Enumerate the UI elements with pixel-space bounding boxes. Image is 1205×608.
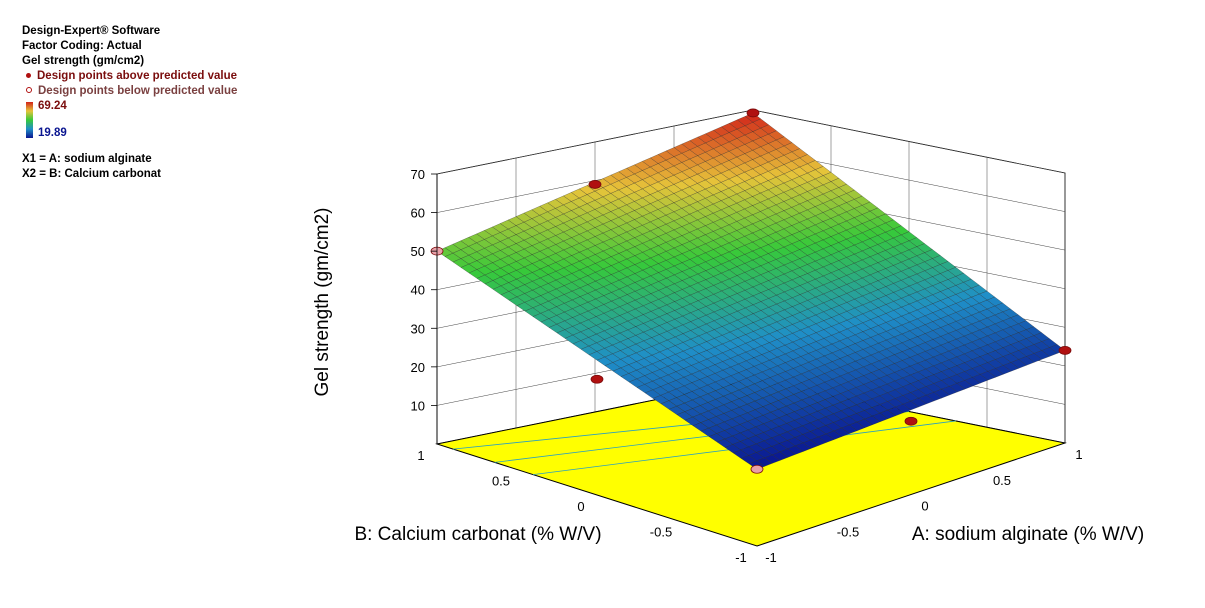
a-tick-label: -1 xyxy=(765,550,777,565)
a-tick-label: 0.5 xyxy=(993,473,1011,488)
chart-legend: Design-Expert® Software Factor Coding: A… xyxy=(22,24,237,182)
factor-x1: X1 = A: sodium alginate xyxy=(22,153,152,165)
color-scale-bar xyxy=(26,102,33,138)
response-name: Gel strength (gm/cm2) xyxy=(22,55,145,67)
below-point-icon xyxy=(26,87,32,94)
color-scale-min: 19.89 xyxy=(38,127,67,139)
design-point-below xyxy=(750,464,764,474)
b-tick-label: 0.5 xyxy=(492,474,510,489)
a-tick-label: 0 xyxy=(921,499,928,514)
design-point-above xyxy=(904,416,918,426)
design-point-above xyxy=(588,180,602,189)
b-tick-label: -0.5 xyxy=(650,525,672,540)
factor-x2: X2 = B: Calcium carbonat xyxy=(22,168,161,180)
z-axis-label: Gel strength (gm/cm2) xyxy=(312,208,333,397)
a-axis-label: A: sodium alginate (% W/V) xyxy=(912,524,1144,545)
z-tick-label: 40 xyxy=(411,283,425,298)
legend-above-item: Design points above predicted value xyxy=(22,69,237,84)
b-tick-label: -1 xyxy=(735,550,747,565)
software-name: Design-Expert® Software xyxy=(22,25,161,37)
legend-above-label: Design points above predicted value xyxy=(37,70,238,82)
factor-coding: Factor Coding: Actual xyxy=(22,40,142,52)
b-tick-label: 1 xyxy=(417,448,424,463)
b-axis-label: B: Calcium carbonat (% W/V) xyxy=(354,524,601,545)
z-tick-label: 10 xyxy=(411,398,425,413)
z-tick-label: 50 xyxy=(411,244,425,259)
above-point-icon xyxy=(26,72,31,78)
color-scale: 69.24 19.89 xyxy=(22,100,237,140)
color-scale-max: 69.24 xyxy=(38,100,67,112)
design-point-above xyxy=(590,374,604,384)
legend-below-item: Design points below predicted value xyxy=(22,84,237,99)
a-tick-label: -0.5 xyxy=(837,524,859,539)
z-tick-label: 60 xyxy=(411,206,425,221)
design-point-above xyxy=(746,108,760,118)
b-tick-label: 0 xyxy=(577,499,584,514)
legend-below-label: Design points below predicted value xyxy=(38,85,238,97)
z-tick-label: 30 xyxy=(411,321,425,336)
design-point-above xyxy=(1058,346,1072,355)
a-tick-label: 1 xyxy=(1075,447,1082,462)
z-tick-label: 20 xyxy=(411,360,425,375)
z-tick-label: 70 xyxy=(411,167,425,182)
